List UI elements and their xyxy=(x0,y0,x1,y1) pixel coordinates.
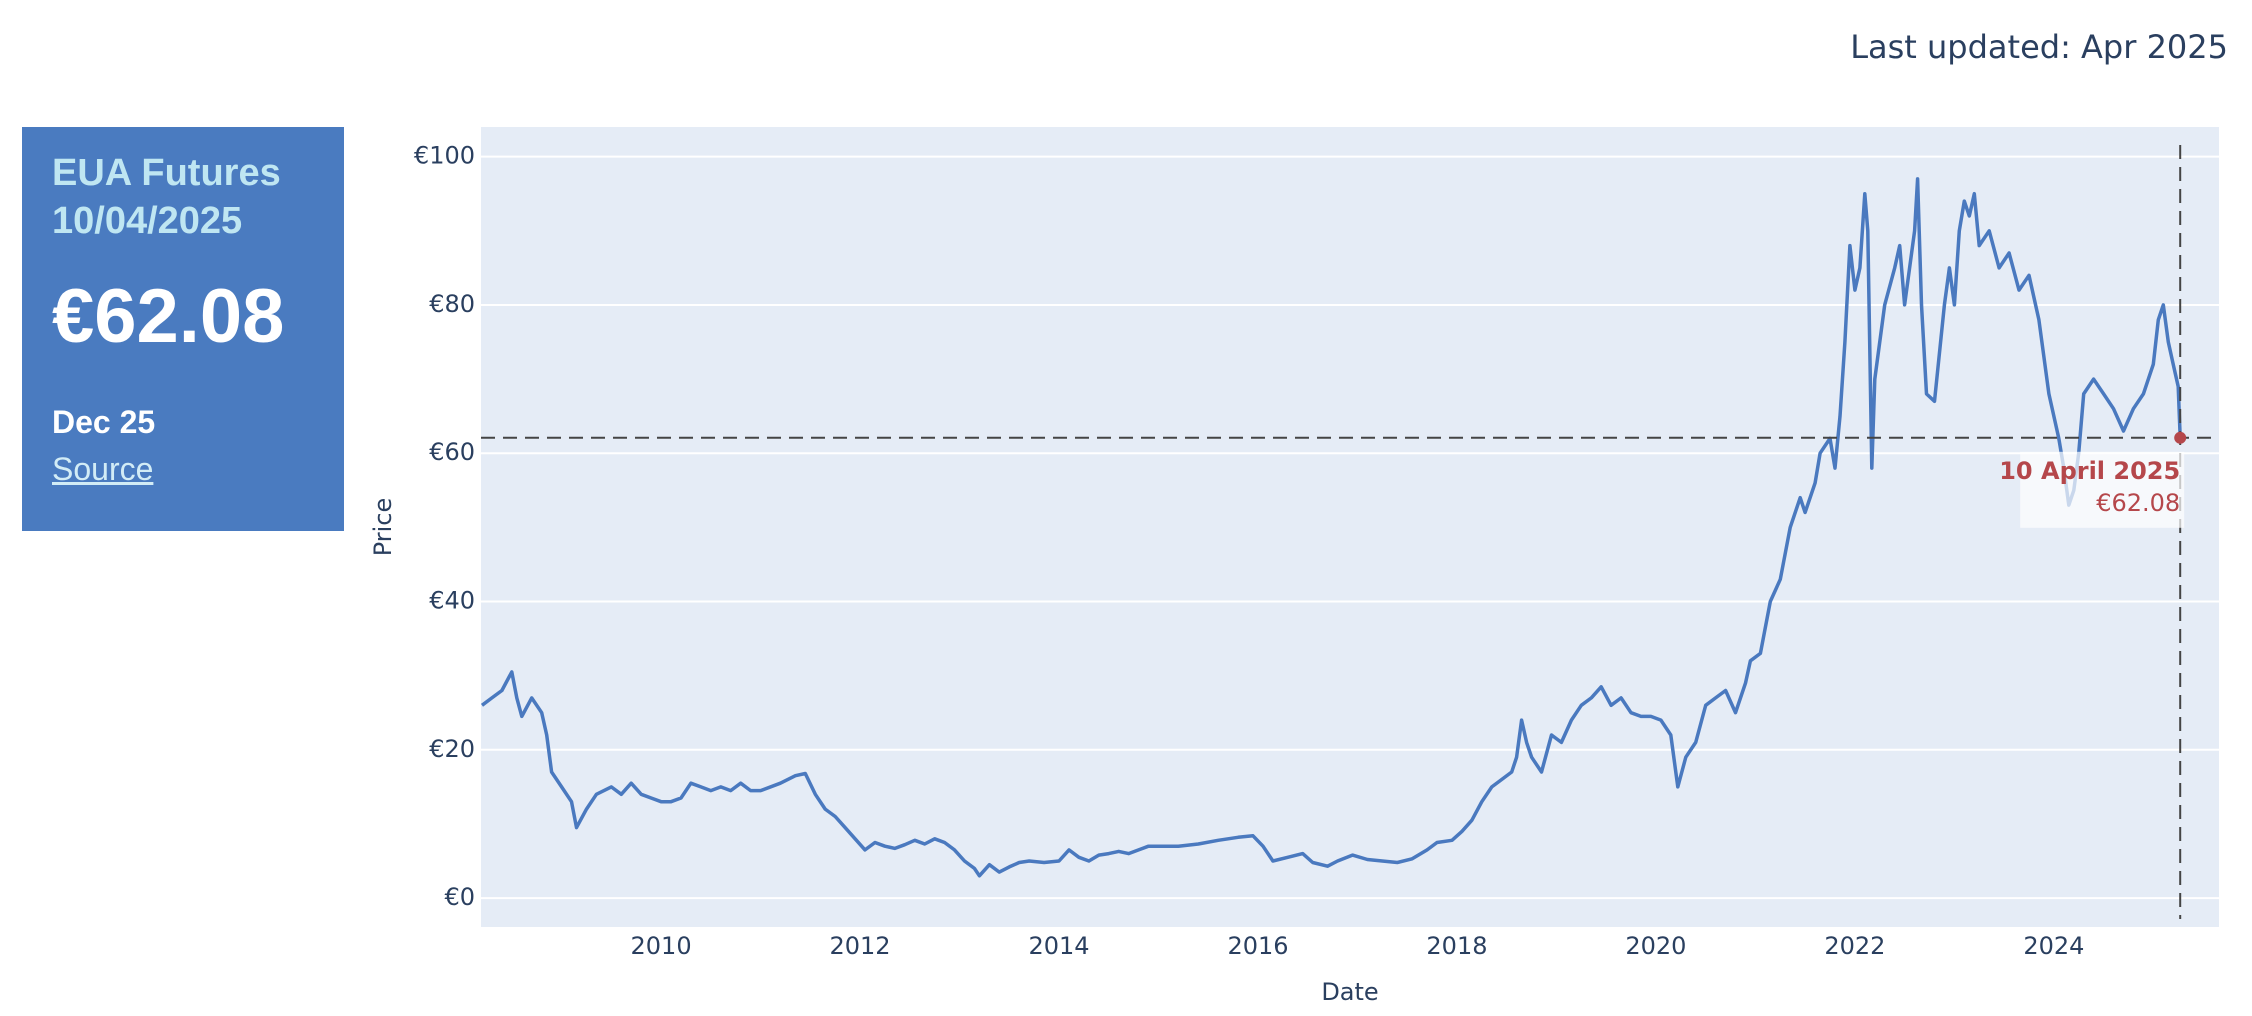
price-card: EUA Futures 10/04/2025 €62.08 Dec 25 Sou… xyxy=(22,127,344,531)
plot-area xyxy=(481,127,2219,927)
crosshair-marker xyxy=(2174,431,2187,444)
x-tick-label: 2018 xyxy=(1426,932,1487,960)
x-tick-label: 2012 xyxy=(829,932,890,960)
annotation-box xyxy=(2020,451,2185,528)
last-updated: Last updated: Apr 2025 xyxy=(1850,28,2228,66)
price-line xyxy=(480,177,2182,878)
annotation-date: 10 April 2025 xyxy=(1999,457,2180,485)
y-tick-label: €80 xyxy=(429,290,475,318)
x-tick-label: 2022 xyxy=(1824,932,1885,960)
y-tick-label: €0 xyxy=(444,883,475,911)
source-link[interactable]: Source xyxy=(52,451,154,487)
y-tick-label: €40 xyxy=(429,587,475,615)
x-tick-label: 2024 xyxy=(2023,932,2084,960)
y-tick-label: €100 xyxy=(414,142,475,170)
card-date: 10/04/2025 xyxy=(52,200,243,242)
y-axis-title: Price xyxy=(369,498,397,557)
x-tick-label: 2020 xyxy=(1625,932,1686,960)
x-axis-title: Date xyxy=(1321,978,1378,1006)
x-tick-label: 2014 xyxy=(1028,932,1089,960)
x-tick-label: 2010 xyxy=(631,932,692,960)
x-tick-label: 2016 xyxy=(1227,932,1288,960)
card-title: EUA Futures xyxy=(52,152,281,194)
y-tick-label: €20 xyxy=(429,735,475,763)
y-tick-label: €60 xyxy=(429,438,475,466)
card-price: €62.08 xyxy=(52,274,285,359)
card-contract: Dec 25 xyxy=(52,404,156,440)
annotation-price: €62.08 xyxy=(2096,489,2180,517)
